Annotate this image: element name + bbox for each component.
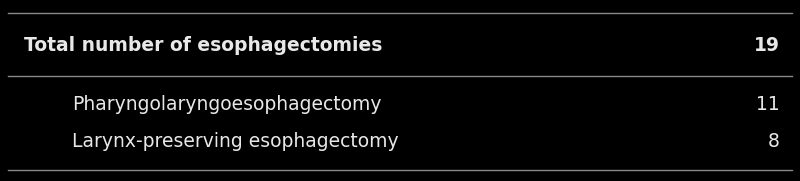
Text: 8: 8	[768, 132, 780, 151]
Text: 11: 11	[756, 96, 780, 114]
Text: 19: 19	[754, 36, 780, 55]
Text: Larynx-preserving esophagectomy: Larynx-preserving esophagectomy	[72, 132, 398, 151]
Text: Pharyngolaryngoesophagectomy: Pharyngolaryngoesophagectomy	[72, 96, 382, 114]
Text: Total number of esophagectomies: Total number of esophagectomies	[24, 36, 382, 55]
